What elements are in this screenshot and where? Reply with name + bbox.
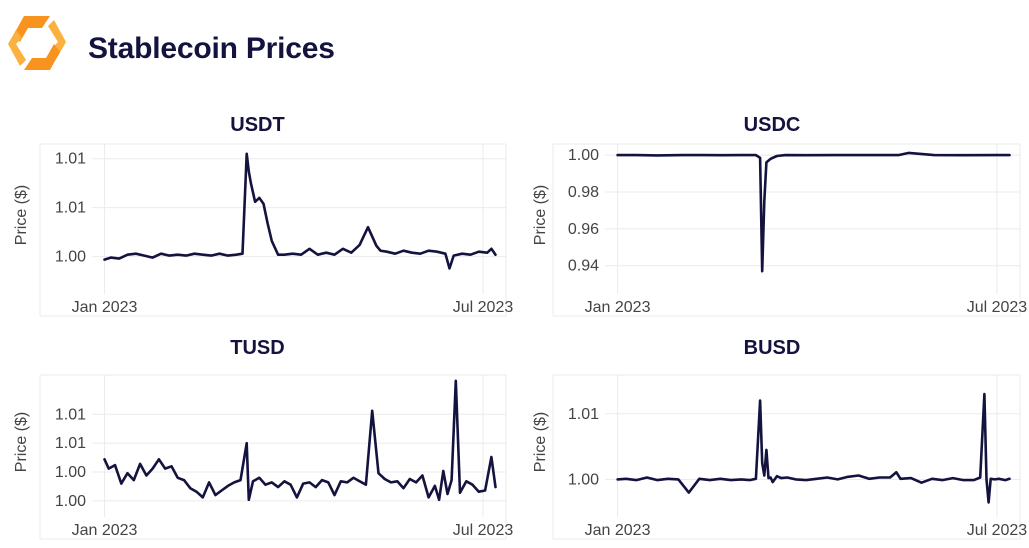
x-tick-label: Jan 2023 (585, 299, 651, 316)
y-tick-label: 1.01 (55, 200, 86, 217)
page-title: Stablecoin Prices (88, 32, 335, 65)
x-tick-label: Jan 2023 (72, 299, 138, 316)
x-tick-label: Jan 2023 (585, 522, 651, 539)
chart-title: USDC (743, 114, 801, 136)
y-tick-label: 1.00 (568, 147, 599, 164)
price-series-line (103, 379, 497, 502)
usdt-chart-panel: USDT 1.00 1.01 1.01 Jan 2023 Jul 2023 Price (… (0, 108, 515, 323)
chart-title: TUSD (230, 337, 285, 359)
chart-title: BUSD (743, 337, 801, 359)
busd-line-chart: 1.01 1.00 Jan 2023 Jul 2023 Price ($) (532, 374, 1028, 540)
y-tick-label: 1.00 (568, 471, 599, 488)
y-axis-label: Price ($) (13, 185, 30, 245)
x-tick-label: Jul 2023 (967, 522, 1028, 539)
y-axis-label: Price ($) (532, 185, 549, 245)
y-axis-label: Price ($) (532, 412, 549, 472)
y-tick-label: 0.94 (568, 258, 599, 275)
y-tick-label: 1.01 (55, 435, 86, 452)
y-tick-label: 0.98 (568, 184, 599, 201)
usdc-line-chart: 1.00 0.98 0.96 0.94 Jan 2023 Jul 2023 Price ($… (532, 143, 1028, 317)
y-tick-label: 1.01 (55, 151, 86, 168)
tusd-chart-panel: TUSD 1.01 1.01 1.00 1.00 Jan 2023 Jul 2023 Pri… (0, 331, 515, 548)
busd-chart-panel: BUSD 1.01 1.00 Jan 2023 Jul 2023 Price ($) (515, 331, 1029, 548)
y-tick-label: 0.96 (568, 221, 599, 238)
tusd-line-chart: 1.01 1.01 1.00 1.00 Jan 2023 Jul 2023 Price ($… (13, 374, 514, 540)
usdc-chart-panel: USDC 1.00 0.98 0.96 0.94 Jan 2023 Jul 2023 Pri… (515, 108, 1029, 323)
y-tick-label: 1.00 (55, 464, 86, 481)
chart-title: USDT (230, 114, 285, 136)
x-tick-label: Jul 2023 (967, 299, 1028, 316)
y-tick-label: 1.00 (55, 249, 86, 266)
page-header: Stablecoin Prices (0, 0, 1029, 90)
x-tick-label: Jul 2023 (453, 299, 514, 316)
y-axis-label: Price ($) (13, 412, 30, 472)
orange-hexagon-logo-icon (8, 16, 66, 70)
usdt-line-chart: 1.00 1.01 1.01 Jan 2023 Jul 2023 Price ($) (13, 143, 514, 317)
y-tick-label: 1.00 (55, 493, 86, 510)
price-series-line (616, 151, 1011, 273)
price-series-line (103, 152, 497, 270)
y-tick-label: 1.01 (55, 406, 86, 423)
price-series-line (616, 392, 1011, 504)
x-tick-label: Jul 2023 (453, 522, 514, 539)
x-tick-label: Jan 2023 (72, 522, 138, 539)
y-tick-label: 1.01 (568, 406, 599, 423)
